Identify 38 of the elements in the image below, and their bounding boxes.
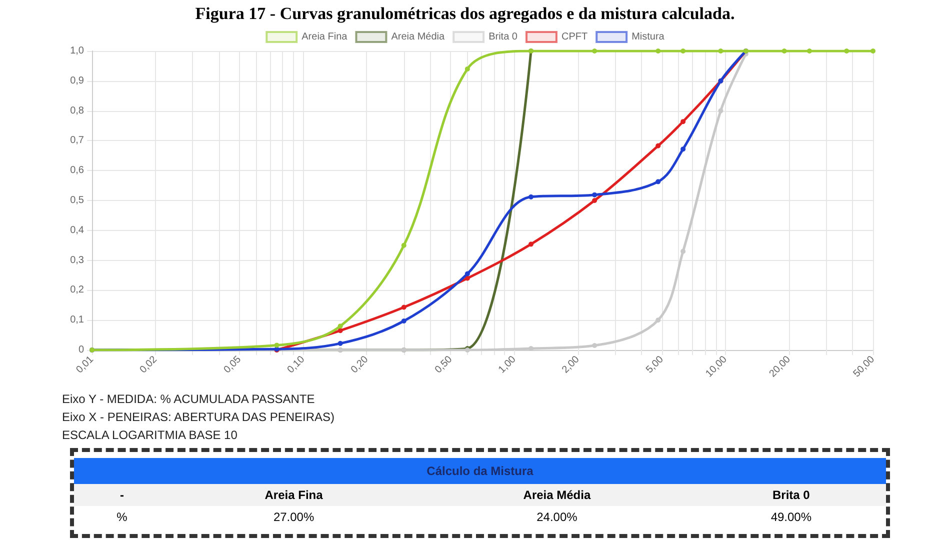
legend-label: Areia Fina [302,32,348,42]
text: % [116,509,128,526]
y-tick-label: 0 [78,344,84,356]
x-tick-label: 0,20 [349,354,371,376]
x-tick-label: 0,05 [222,354,244,376]
text: ESCALA LOGARITMIA BASE 10 [62,427,238,444]
category-label: Brita 0 [771,487,811,504]
x-tick-label: 0,10 [286,354,308,376]
text: 24.00% [536,510,578,524]
text: - [119,487,125,504]
y-tick-label: 0,4 [70,224,84,236]
y-tick-label: 1,0 [70,46,84,56]
y-tick-label: 0,6 [70,165,84,176]
text: Eixo X - PENEIRAS: ABERTURA DAS PENEIRAS) [62,409,336,426]
text: Eixo Y - MEDIDA: % ACUMULADA PASSANTE [62,391,316,408]
category-label: Areia Fina [264,487,324,504]
y-tick-label: 0,2 [70,284,84,296]
text: Cálculo da Mistura [74,458,886,484]
x-tick-label: 0,50 [433,354,455,376]
y-tick-label: 0,3 [70,254,84,266]
text: 27.00% [273,510,314,524]
y-tick-label: 0,8 [70,105,84,116]
legend-label: Brita 0 [488,32,518,42]
y-tick-label: 0,9 [70,75,84,86]
x-tick-label: 5,00 [644,354,666,376]
category-label: Areia Média [522,487,592,504]
x-tick-label: 0,01 [74,354,96,376]
x-tick-label: 0,02 [138,354,160,376]
y-tick-label: 0,1 [70,314,84,326]
chart-title: Figura 17 - Curvas granulométricas dos agregados e da mistura calculada. [195,4,735,23]
text: 49.00% [770,510,812,524]
x-tick-label: 2,00 [560,354,582,376]
legend-label: Areia Média [391,32,446,42]
y-tick-label: 0,5 [70,195,84,206]
legend-label: Mistura [632,32,665,42]
x-tick-label: 1,00 [496,354,518,376]
y-tick-label: 0,7 [70,135,84,146]
legend-label: CPFT [561,32,588,42]
